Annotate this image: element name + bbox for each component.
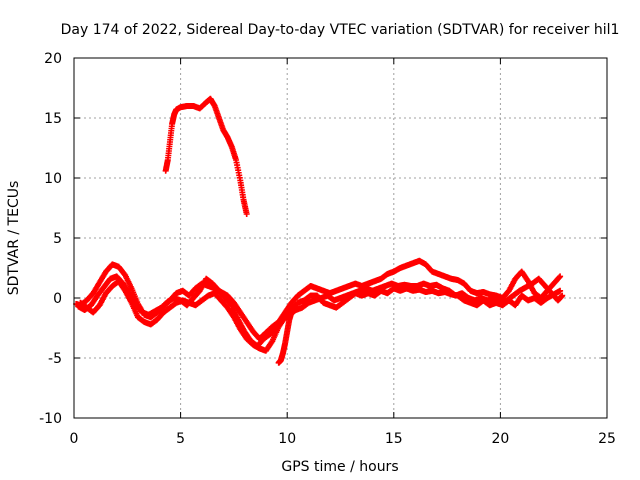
y-tick-label: 10 [44, 171, 62, 187]
y-tick-label: 15 [44, 111, 62, 127]
x-tick-label: 5 [176, 431, 185, 447]
data-points [73, 95, 566, 366]
y-tick-label: -10 [39, 411, 62, 427]
x-tick-label: 15 [385, 431, 403, 447]
y-tick-label: -5 [48, 351, 62, 367]
y-tick-label: 0 [53, 291, 62, 307]
series-dip [275, 304, 297, 366]
data-point [559, 292, 566, 299]
y-axis-label: SDTVAR / TECUs [6, 181, 22, 296]
grid [74, 58, 607, 418]
x-tick-label: 20 [491, 431, 509, 447]
y-tick-label: 5 [53, 231, 62, 247]
data-point [557, 273, 564, 280]
x-tick-label: 25 [598, 431, 616, 447]
x-axis-label: GPS time / hours [281, 459, 398, 475]
chart-title: Day 174 of 2022, Sidereal Day-to-day VTE… [61, 22, 620, 38]
axis-ticks: 0 5 10 15 20 25 -10 -5 0 5 10 15 20 [39, 51, 616, 447]
series-track-b [75, 273, 566, 349]
data-point [243, 211, 250, 217]
data-point [290, 304, 297, 311]
x-tick-label: 0 [70, 431, 79, 447]
series-high-arc [162, 95, 250, 217]
data-point [557, 287, 564, 294]
y-tick-label: 20 [44, 51, 62, 67]
x-tick-label: 10 [278, 431, 296, 447]
